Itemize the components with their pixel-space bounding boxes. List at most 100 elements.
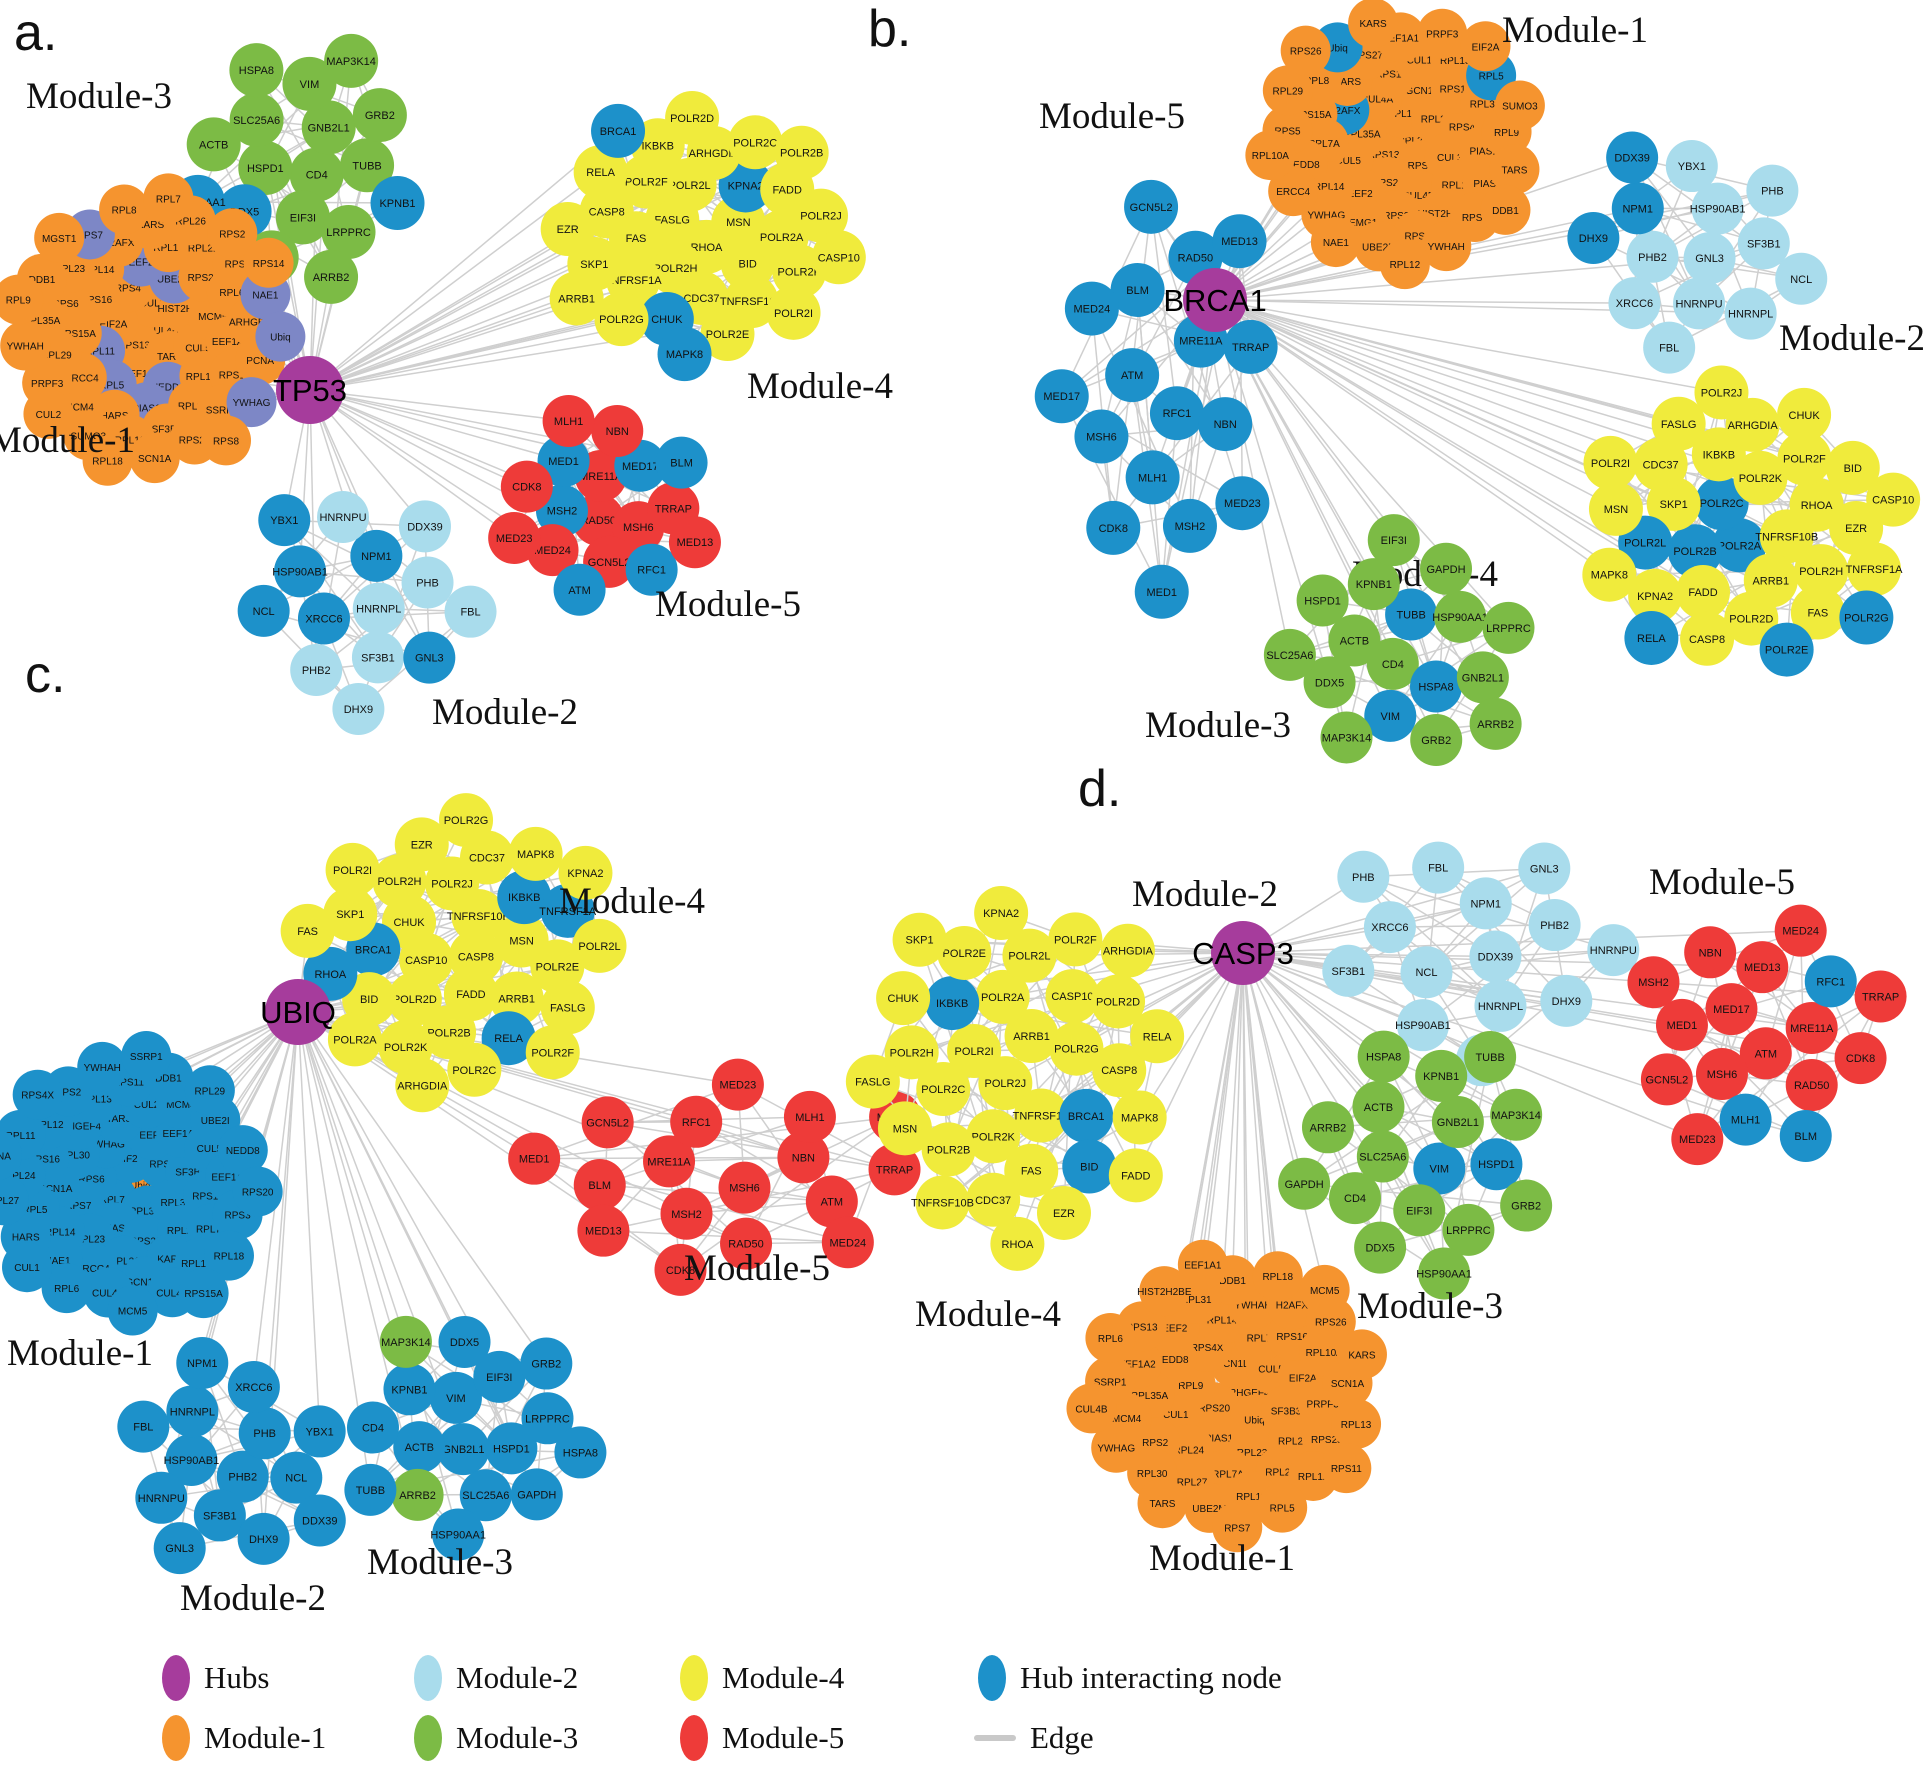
gene-node-circle[interactable] bbox=[1252, 1251, 1303, 1302]
gene-node-circle[interactable] bbox=[1124, 179, 1179, 234]
gene-node-circle[interactable] bbox=[1829, 501, 1884, 556]
gene-node-circle[interactable] bbox=[1263, 628, 1316, 681]
gene-node-circle[interactable] bbox=[207, 208, 258, 259]
gene-node-circle[interactable] bbox=[176, 1337, 229, 1390]
gene-node-circle[interactable] bbox=[77, 1041, 128, 1092]
gene-node-circle[interactable] bbox=[293, 1405, 346, 1458]
gene-node-circle[interactable] bbox=[1490, 1088, 1543, 1141]
gene-node-circle[interactable] bbox=[974, 886, 1029, 941]
gene-node-circle[interactable] bbox=[1296, 574, 1349, 627]
gene-node-circle[interactable] bbox=[429, 1371, 482, 1424]
gene-node-circle[interactable] bbox=[1671, 1113, 1724, 1166]
gene-node-circle[interactable] bbox=[577, 1204, 630, 1257]
gene-node-circle[interactable] bbox=[947, 1024, 1002, 1079]
gene-node-circle[interactable] bbox=[877, 1101, 932, 1156]
gene-node-circle[interactable] bbox=[143, 173, 194, 224]
gene-node-circle[interactable] bbox=[1489, 144, 1540, 195]
gene-node-circle[interactable] bbox=[289, 147, 344, 202]
gene-node-circle[interactable] bbox=[178, 1268, 229, 1319]
gene-node-circle[interactable] bbox=[1328, 614, 1381, 667]
gene-node-circle[interactable] bbox=[915, 1175, 970, 1230]
gene-node-circle[interactable] bbox=[1367, 514, 1420, 567]
gene-node-circle[interactable] bbox=[1651, 396, 1706, 451]
gene-node-circle[interactable] bbox=[1673, 277, 1726, 330]
gene-node-circle[interactable] bbox=[1627, 956, 1680, 1009]
gene-node-circle[interactable] bbox=[1177, 1239, 1228, 1290]
gene-node-circle[interactable] bbox=[1137, 1478, 1188, 1529]
gene-node-circle[interactable] bbox=[554, 1426, 607, 1479]
gene-node-circle[interactable] bbox=[1694, 476, 1749, 531]
gene-node-circle[interactable] bbox=[966, 1109, 1021, 1164]
gene-node-circle[interactable] bbox=[1045, 969, 1100, 1024]
gene-node-circle[interactable] bbox=[1528, 899, 1581, 952]
gene-node-circle[interactable] bbox=[12, 1069, 63, 1120]
gene-node-circle[interactable] bbox=[1064, 281, 1119, 336]
gene-node-circle[interactable] bbox=[1464, 1030, 1517, 1083]
gene-node-circle[interactable] bbox=[581, 1096, 634, 1149]
gene-node-circle[interactable] bbox=[1379, 239, 1430, 290]
gene-node-circle[interactable] bbox=[720, 1217, 773, 1270]
gene-node-circle[interactable] bbox=[1412, 841, 1465, 894]
gene-node-circle[interactable] bbox=[324, 33, 379, 88]
gene-node-circle[interactable] bbox=[1774, 904, 1827, 957]
gene-node-circle[interactable] bbox=[520, 1337, 573, 1390]
gene-node-circle[interactable] bbox=[1588, 481, 1643, 536]
gene-node-circle[interactable] bbox=[317, 491, 370, 544]
gene-node-circle[interactable] bbox=[1611, 182, 1664, 235]
gene-node-circle[interactable] bbox=[193, 1489, 246, 1542]
gene-node-circle[interactable] bbox=[811, 230, 866, 285]
gene-node-circle[interactable] bbox=[0, 1130, 22, 1181]
gene-node-circle[interactable] bbox=[1633, 437, 1688, 492]
gene-node-circle[interactable] bbox=[1719, 1093, 1772, 1146]
gene-node-circle[interactable] bbox=[201, 415, 252, 466]
gene-node-circle[interactable] bbox=[665, 90, 720, 145]
gene-node-circle[interactable] bbox=[297, 592, 350, 645]
gene-node-circle[interactable] bbox=[540, 201, 595, 256]
gene-node-circle[interactable] bbox=[304, 249, 359, 304]
gene-node-circle[interactable] bbox=[243, 237, 294, 288]
gene-node-circle[interactable] bbox=[1421, 221, 1472, 272]
gene-node-circle[interactable] bbox=[1608, 277, 1661, 330]
gene-node-circle[interactable] bbox=[657, 327, 712, 382]
gene-node-circle[interactable] bbox=[1002, 928, 1057, 983]
gene-node-circle[interactable] bbox=[350, 529, 403, 582]
gene-node-circle[interactable] bbox=[774, 125, 829, 180]
gene-node-circle[interactable] bbox=[591, 404, 644, 457]
gene-node-circle[interactable] bbox=[184, 1065, 235, 1116]
gene-node-circle[interactable] bbox=[1420, 542, 1473, 595]
gene-node-circle[interactable] bbox=[572, 918, 627, 973]
gene-node-circle[interactable] bbox=[258, 494, 311, 547]
gene-node-circle[interactable] bbox=[1066, 1383, 1117, 1434]
gene-node-circle[interactable] bbox=[166, 1385, 219, 1438]
gene-node-circle[interactable] bbox=[777, 1131, 830, 1184]
gene-node-circle[interactable] bbox=[1691, 182, 1744, 235]
gene-node-circle[interactable] bbox=[1866, 472, 1921, 527]
gene-node-circle[interactable] bbox=[1415, 1049, 1468, 1102]
gene-node-circle[interactable] bbox=[387, 971, 442, 1026]
gene-node-circle[interactable] bbox=[447, 1042, 502, 1097]
gene-node-circle[interactable] bbox=[1456, 651, 1509, 704]
gene-node-circle[interactable] bbox=[1257, 1482, 1308, 1533]
gene-node-circle[interactable] bbox=[394, 817, 449, 872]
gene-node-circle[interactable] bbox=[370, 176, 425, 231]
gene-node-circle[interactable] bbox=[1400, 946, 1453, 999]
gene-node-circle[interactable] bbox=[1004, 1143, 1059, 1198]
gene-node-circle[interactable] bbox=[1668, 524, 1723, 579]
gene-node-circle[interactable] bbox=[393, 1421, 446, 1474]
gene-node-circle[interactable] bbox=[1130, 1009, 1185, 1064]
gene-node-circle[interactable] bbox=[344, 1463, 397, 1516]
gene-node-circle[interactable] bbox=[1737, 217, 1790, 270]
gene-node-circle[interactable] bbox=[332, 682, 385, 735]
gene-node-circle[interactable] bbox=[655, 436, 708, 489]
gene-node-circle[interactable] bbox=[23, 388, 74, 439]
gene-node-circle[interactable] bbox=[1733, 450, 1788, 505]
gene-node-circle[interactable] bbox=[352, 582, 405, 635]
gene-node-circle[interactable] bbox=[459, 1469, 512, 1522]
gene-node-circle[interactable] bbox=[1396, 999, 1449, 1052]
gene-node-circle[interactable] bbox=[1846, 542, 1901, 597]
gene-node-circle[interactable] bbox=[1004, 1009, 1059, 1064]
gene-node-circle[interactable] bbox=[1418, 1247, 1471, 1300]
gene-node-circle[interactable] bbox=[510, 1468, 563, 1521]
gene-node-circle[interactable] bbox=[391, 1468, 444, 1521]
gene-node-circle[interactable] bbox=[1854, 970, 1907, 1023]
